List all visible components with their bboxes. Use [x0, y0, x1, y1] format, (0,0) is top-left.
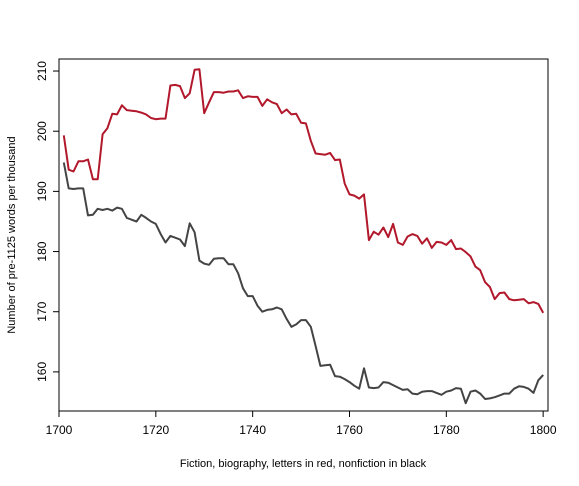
y-tick-label: 200: [35, 121, 49, 141]
series-line-red: [62, 68, 545, 314]
series-layer: [62, 68, 545, 405]
y-tick-label: 210: [35, 61, 49, 81]
y-axis: 160 170 180 190 200 210: [35, 61, 59, 382]
y-tick-label: 180: [35, 241, 49, 261]
y-axis-label: Number of pre-1125 words per thousand: [6, 136, 18, 333]
x-tick-label: 1740: [239, 423, 266, 437]
y-tick-label: 160: [35, 362, 49, 382]
series-line-black: [62, 162, 544, 405]
x-tick-label: 1800: [530, 423, 557, 437]
y-tick-label: 170: [35, 301, 49, 321]
x-tick-label: 1760: [336, 423, 363, 437]
plot-frame: [58, 58, 549, 412]
x-axis: 1700 1720 1740 1760 1780 1800: [46, 411, 557, 437]
y-tick-label: 190: [35, 181, 49, 201]
x-tick-label: 1700: [46, 423, 73, 437]
x-tick-label: 1720: [142, 423, 169, 437]
x-tick-label: 1780: [433, 423, 460, 437]
x-axis-label: Fiction, biography, letters in red, nonf…: [180, 458, 427, 470]
